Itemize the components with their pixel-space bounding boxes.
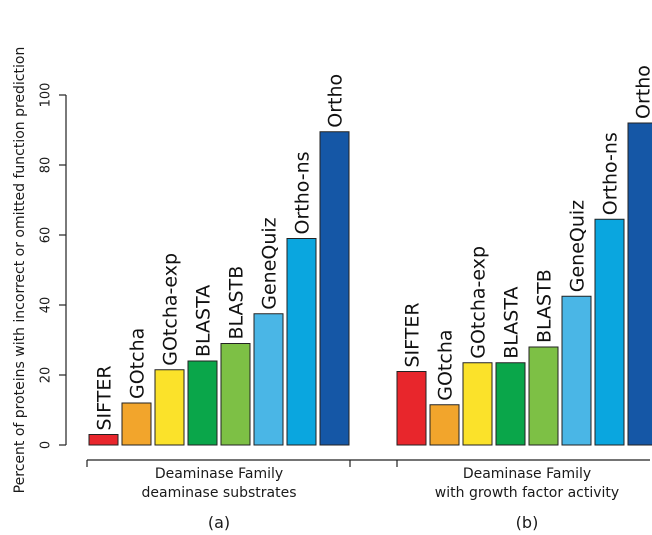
- group-labels: Deaminase Family deaminase substrates (a) D…: [142, 466, 620, 532]
- group-label-line2: with growth factor activity: [435, 485, 619, 501]
- bar-label-ortho: Ortho: [325, 74, 347, 128]
- group-label-line2: deaminase substrates: [142, 485, 297, 501]
- bar-blastb: [528, 346, 559, 446]
- bars: [88, 122, 652, 446]
- y-tick-label: 0: [39, 441, 54, 449]
- bar-gotcha: [121, 402, 152, 446]
- y-tick-label: 100: [39, 83, 54, 108]
- bar-sifter: [396, 371, 427, 446]
- bar-blasta: [495, 362, 526, 446]
- bar-gotcha-exp: [462, 362, 493, 446]
- bar-ortho: [319, 131, 350, 446]
- bar-labels: SIFTER GOtcha GOtcha-exp BLASTA BLASTB GeneQu…: [94, 65, 652, 430]
- group-label-line1: Deaminase Family: [463, 466, 591, 482]
- bar-label-ortho: Ortho: [633, 65, 652, 119]
- bar-blastb: [220, 343, 251, 446]
- bar-label-gotcha: GOtcha: [435, 329, 457, 400]
- bar-label-genequiz: GeneQuiz: [567, 200, 589, 292]
- bar-label-genequiz: GeneQuiz: [259, 217, 281, 309]
- panel-label: (a): [208, 513, 230, 532]
- bar-label-blasta: BLASTA: [193, 285, 215, 357]
- bar-genequiz: [253, 313, 284, 446]
- bar-label-blastb: BLASTB: [226, 266, 248, 340]
- bar-label-gotcha: GOtcha: [127, 328, 149, 399]
- bar-label-blastb: BLASTB: [534, 269, 556, 343]
- bar-gotcha: [429, 404, 460, 446]
- bar-sifter: [88, 434, 119, 446]
- y-tick-label: 40: [39, 297, 54, 314]
- y-axis: 0 20 40 60 80 100 Percent of proteins with inc…: [12, 47, 67, 494]
- bar-genequiz: [561, 295, 592, 446]
- bar-blasta: [187, 360, 218, 446]
- bar-ortho-ns: [286, 238, 317, 446]
- panel-label: (b): [516, 513, 539, 532]
- y-axis-title: Percent of proteins with incorrect or om…: [12, 47, 28, 494]
- y-tick-label: 20: [39, 367, 54, 384]
- y-tick-label: 60: [39, 227, 54, 244]
- bar-gotcha-exp: [154, 369, 185, 446]
- bar-label-ortho-ns: Ortho-ns: [600, 132, 622, 215]
- bar-label-blasta: BLASTA: [501, 287, 523, 359]
- bar-label-ortho-ns: Ortho-ns: [292, 151, 314, 234]
- bar-ortho-ns: [594, 218, 625, 446]
- bar-label-sifter: SIFTER: [402, 302, 424, 367]
- y-tick-label: 80: [39, 157, 54, 174]
- x-axis: [86, 459, 650, 467]
- bar-ortho: [627, 122, 652, 446]
- bar-label-sifter: SIFTER: [94, 365, 116, 430]
- bar-label-gotcha-exp: GOtcha-exp: [160, 253, 182, 366]
- bar-label-gotcha-exp: GOtcha-exp: [468, 246, 490, 359]
- group-label-line1: Deaminase Family: [155, 466, 283, 482]
